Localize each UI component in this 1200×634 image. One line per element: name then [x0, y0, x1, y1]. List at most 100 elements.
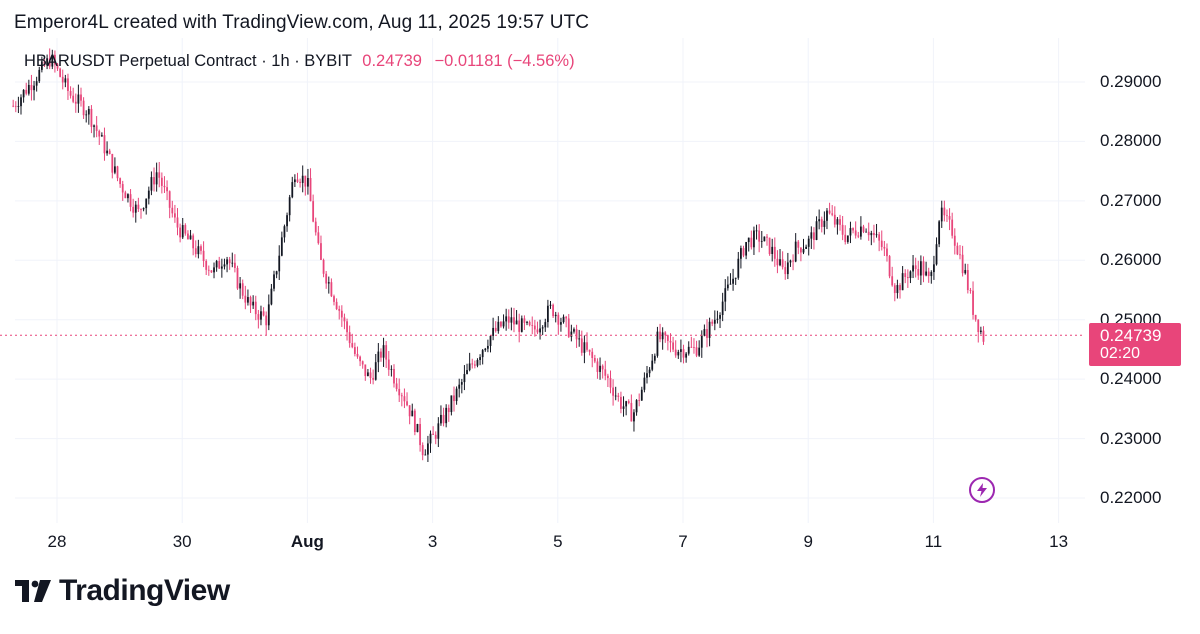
- candle-body: [974, 314, 977, 320]
- candle-body: [382, 345, 385, 358]
- candle-body: [820, 219, 823, 227]
- candlestick-chart[interactable]: [0, 38, 1200, 550]
- candle-body: [823, 220, 826, 227]
- candle-body: [612, 387, 614, 396]
- candle-body: [471, 363, 474, 365]
- candle-body: [223, 264, 226, 267]
- candle-body: [685, 353, 688, 358]
- candle-body: [943, 207, 946, 216]
- candle-body: [228, 259, 231, 264]
- candle-body: [51, 54, 54, 67]
- candle-body: [43, 61, 46, 66]
- candle-body: [880, 240, 883, 247]
- candle-body: [27, 84, 30, 94]
- candle-body: [789, 260, 792, 263]
- candle-body: [280, 237, 283, 256]
- candle-body: [596, 361, 599, 372]
- candle-body: [398, 388, 401, 396]
- candle-body: [270, 288, 273, 305]
- candle-body: [528, 321, 531, 326]
- last-price-badge: 0.24739 02:20: [1089, 323, 1181, 366]
- candle-body: [792, 260, 794, 262]
- candle-body: [606, 375, 609, 379]
- candle-body: [886, 248, 888, 257]
- candle-body: [844, 234, 847, 242]
- candle-body: [213, 267, 215, 273]
- candle-body: [862, 226, 865, 232]
- candle-body: [335, 301, 338, 309]
- candle-body: [406, 401, 408, 406]
- candle-body: [760, 241, 763, 242]
- candle-body: [651, 360, 654, 370]
- candle-body: [333, 296, 335, 302]
- candle-body: [262, 311, 265, 316]
- candle-body: [299, 181, 301, 183]
- candle-body: [526, 321, 528, 323]
- y-tick-label: 0.28000: [1100, 131, 1162, 151]
- candle-body: [523, 318, 526, 323]
- candle-body: [14, 105, 17, 107]
- candle-body: [591, 351, 594, 359]
- candle-body: [609, 378, 612, 388]
- candle-body: [340, 310, 343, 318]
- candle-body: [680, 349, 682, 352]
- candle-body: [40, 61, 43, 70]
- candle-body: [233, 262, 236, 268]
- candle-body: [442, 414, 445, 424]
- candle-body: [646, 373, 648, 378]
- candle-body: [427, 443, 429, 455]
- candle-body: [557, 314, 560, 325]
- candle-body: [539, 328, 541, 333]
- candle-body: [854, 230, 857, 236]
- candle-body: [899, 285, 901, 291]
- candle-body: [153, 177, 155, 185]
- candle-body: [815, 221, 818, 240]
- candle-body: [977, 319, 980, 333]
- candle-body: [158, 172, 161, 178]
- candle-body: [648, 369, 651, 374]
- candle-body: [145, 198, 148, 209]
- candle-body: [218, 261, 221, 269]
- candle-body: [904, 273, 907, 277]
- candle-body: [721, 301, 724, 316]
- candle-body: [836, 219, 839, 225]
- logo-wordmark: TradingView: [59, 574, 230, 607]
- candle-body: [241, 283, 244, 296]
- candle-body: [810, 232, 813, 239]
- candle-body: [593, 358, 596, 362]
- candle-body: [194, 248, 197, 255]
- candle-body: [906, 276, 909, 279]
- candle-body: [533, 325, 536, 330]
- candle-body: [369, 372, 372, 378]
- candle-body: [173, 213, 176, 218]
- candle-body: [588, 349, 591, 352]
- candle-body: [653, 355, 656, 361]
- candle-body: [497, 321, 500, 332]
- candle-body: [573, 329, 575, 332]
- candle-body: [231, 262, 234, 264]
- candle-body: [919, 261, 922, 276]
- candle-body: [87, 108, 90, 115]
- candle-body: [520, 318, 523, 332]
- candle-body: [30, 84, 33, 91]
- candle-body: [492, 327, 495, 336]
- x-tick-label: 3: [427, 532, 438, 551]
- candle-body: [826, 210, 828, 221]
- candle-body: [575, 329, 578, 340]
- candle-body: [747, 237, 750, 243]
- candle-body: [200, 246, 202, 251]
- lightning-icon[interactable]: [969, 477, 995, 503]
- tradingview-logo[interactable]: TradingView: [15, 574, 230, 608]
- candle-body: [909, 271, 912, 279]
- candle-body: [953, 235, 956, 246]
- candle-body: [614, 395, 617, 397]
- candle-body: [364, 364, 367, 377]
- chart-area[interactable]: HBARUSDT Perpetual Contract · 1h · BYBIT…: [0, 38, 1200, 551]
- candle-body: [784, 267, 787, 275]
- candle-body: [484, 348, 487, 351]
- candle-body: [254, 301, 257, 315]
- candle-body: [309, 178, 312, 202]
- candle-body: [327, 282, 330, 284]
- candle-body: [867, 231, 870, 236]
- candle-body: [664, 332, 667, 336]
